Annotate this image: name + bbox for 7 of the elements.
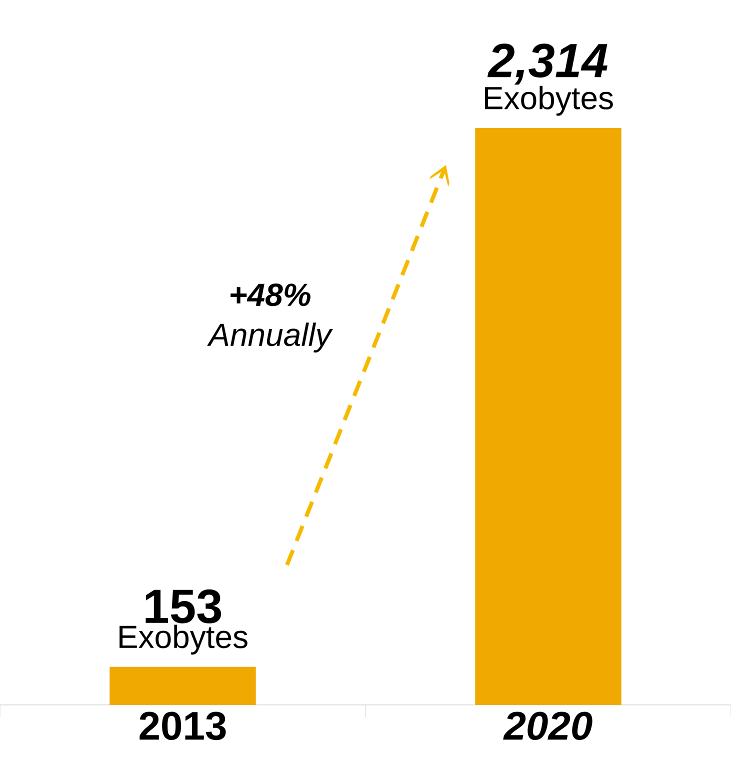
annotation: Exobytes [485, 86, 613, 116]
annotation: +48% Annually [207, 284, 333, 352]
x-tick-label: 2020 [503, 712, 592, 740]
annotation: Exobytes [120, 624, 248, 655]
data-label: 2,314 [487, 44, 608, 85]
x-tick-label: 2013 [140, 712, 226, 740]
data-label: 153 [146, 589, 222, 624]
